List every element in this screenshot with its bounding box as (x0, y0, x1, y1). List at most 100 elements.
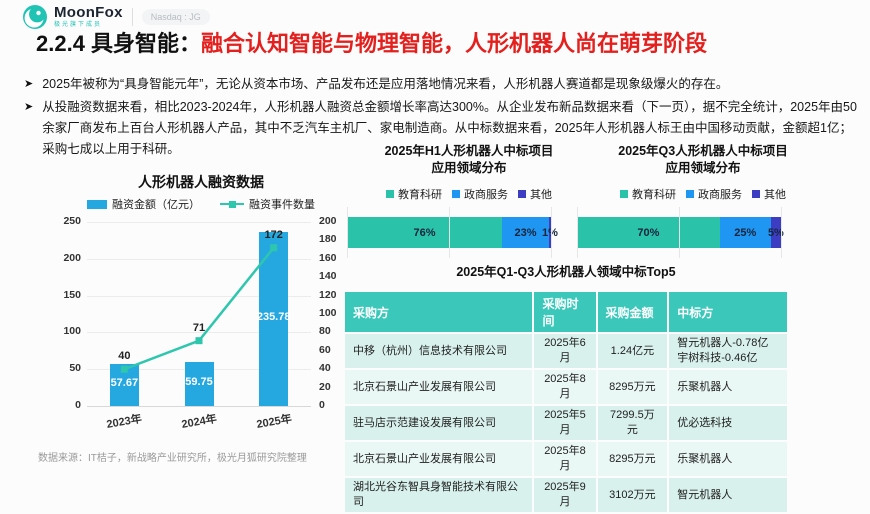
h1-chart-bar-area: 76% 23% 1% (347, 207, 595, 258)
title-highlight: 融合认知智能与物理智能，人形机器人尚在萌芽阶段 (201, 31, 708, 56)
moonfox-logo: MoonFox 极光旗下成员 (54, 5, 123, 29)
legend-swatch (452, 190, 460, 198)
x-axis-label: 2024年 (180, 412, 218, 431)
q3-chart-legend: 教育科研 政商服务 其他 (577, 186, 829, 202)
gridline (87, 222, 311, 223)
moonfox-logo-icon (23, 5, 47, 29)
x-axis-label: 2025年 (255, 412, 293, 431)
gridline (551, 207, 552, 258)
x-axis-label: 2023年 (105, 412, 144, 431)
report-slide: MoonFox 极光旗下成员 Nasdaq : JG 2.2.4 具身智能：融合… (23, 5, 860, 512)
legend-item: 其他 (518, 186, 552, 202)
q3-chart-title: 2025年Q3人形机器人中标项目 (618, 144, 788, 158)
gridline (781, 207, 782, 258)
title-section-number: 2.2.4 具身智能： (36, 31, 202, 56)
h1-chart-legend: 教育科研 政商服务 其他 (343, 186, 595, 202)
right-axis-tick: 120 (319, 288, 337, 301)
segment-教育科研: 70% (577, 217, 720, 248)
bullet-arrow-icon: ➤ (24, 78, 34, 90)
bar-swatch (87, 199, 107, 209)
left-axis-tick: 200 (63, 251, 81, 264)
legend-label: 融资事件数量 (249, 199, 315, 211)
right-axis-tick: 100 (319, 307, 337, 319)
bar-value-label: 57.67 (110, 376, 139, 389)
legend-label: 政商服务 (698, 189, 742, 201)
h1-chart-subtitle: 应用领域分布 (431, 161, 507, 175)
right-axis-tick: 20 (319, 380, 331, 393)
segment-value-label: 25% (734, 226, 757, 239)
right-axis-tick: 180 (319, 233, 337, 246)
segment-政商服务: 25% (719, 217, 771, 248)
q3-chart-subtitle: 应用领域分布 (665, 161, 741, 175)
column-header: 采购金额 (597, 292, 668, 332)
gridline (87, 332, 311, 334)
table-cell: 北京石景山产业发展有限公司 (345, 442, 533, 476)
table-cell: 8295万元 (597, 370, 668, 404)
right-axis-tick: 160 (319, 251, 337, 264)
table-cell: 智元机器人 (669, 478, 787, 512)
line-value-label: 172 (264, 228, 283, 241)
legend-item: 政商服务 (686, 186, 742, 202)
gridline (679, 207, 680, 258)
table-cell: 北京石景山产业发展有限公司 (345, 370, 533, 404)
q3-stacked-bar: 70% 25% 5% (577, 217, 784, 248)
funding-combo-chart: 人形机器人融资数据 融资金额（亿元） 融资事件数量 0 50 100 150 200 250… (53, 172, 349, 442)
top5-table-section: 2025年Q1-Q3人形机器人领域中标Top5 采购方 采购时间 采购金额 中标方 中移… (343, 261, 789, 514)
segment-value-label: 70% (637, 226, 660, 239)
top5-table: 采购方 采购时间 采购金额 中标方 中移（杭州）信息技术有限公司 2025年6月 1.24亿… (343, 290, 789, 514)
left-axis-tick: 50 (69, 362, 81, 375)
bullet-text: 从投融资数据来看，相比2023-2024年，人形机器人融资总金额增长率高达300… (42, 100, 857, 156)
q3-awards-stacked-chart: 2025年Q3人形机器人中标项目 应用领域分布 教育科研 政商服务 其他 70% 25… (577, 143, 829, 258)
legend-item: 政商服务 (452, 186, 508, 202)
segment-value-label: 23% (514, 226, 537, 239)
segment-其他: 1% (542, 217, 558, 248)
legend-swatch (686, 190, 694, 198)
funding-chart-legend: 融资金额（亿元） 融资事件数量 (53, 196, 349, 212)
gridline (347, 207, 348, 258)
right-axis-tick: 0 (319, 399, 325, 411)
legend-label: 融资金额（亿元） (112, 199, 200, 211)
table-cell: 乐聚机器人 (669, 442, 787, 476)
brand-subtext: 极光旗下成员 (54, 22, 103, 28)
gridline (87, 258, 311, 260)
table-row: 北京石景山产业发展有限公司 2025年8月 8295万元 乐聚机器人 (345, 370, 787, 404)
legend-item: 教育科研 (620, 186, 676, 202)
funding-chart-title: 人形机器人融资数据 (138, 174, 264, 190)
gridline (87, 295, 311, 297)
segment-value-label: 1% (542, 226, 558, 239)
table-row: 中移（杭州）信息技术有限公司 2025年6月 1.24亿元 智元机器人-0.78亿 宇… (345, 334, 787, 368)
legend-label: 教育科研 (632, 189, 676, 201)
bullet-text: 2025年被称为“具身智能元年”，无论从资本市场、产品发布还是应用落地情况来看，… (42, 77, 729, 91)
gridline (87, 406, 311, 407)
right-axis-tick: 140 (319, 270, 337, 283)
data-source-note: 数据来源：IT桔子，新战略产业研究所，极光月狐研究院整理 (38, 453, 307, 464)
right-axis-tick: 200 (319, 215, 337, 227)
bar-value-label: 59.75 (185, 376, 213, 388)
table-cell: 优必选科技 (669, 406, 787, 440)
table-cell: 3102万元 (597, 478, 668, 512)
legend-item: 教育科研 (386, 186, 442, 202)
top5-table-title: 2025年Q1-Q3人形机器人领域中标Top5 (456, 265, 676, 279)
gridline (577, 207, 578, 258)
line-value-label: 71 (192, 321, 206, 334)
segment-政商服务: 23% (502, 217, 549, 248)
brand-name: MoonFox (54, 4, 123, 21)
table-row: 驻马店示范建设发展有限公司 2025年5月 7299.5万元 优必选科技 (345, 406, 787, 440)
bullet-list: ➤ 2025年被称为“具身智能元年”，无论从资本市场、产品发布还是应用落地情况来… (24, 74, 860, 162)
h1-stacked-bar: 76% 23% 1% (347, 217, 558, 248)
legend-item-line: 融资事件数量 (220, 196, 315, 212)
segment-value-label: 76% (413, 226, 436, 239)
table-row: 湖北光谷东智具身智能技术有限公司 2025年9月 3102万元 智元机器人 (345, 478, 787, 512)
table-cell: 乐聚机器人 (669, 370, 787, 404)
legend-label: 教育科研 (398, 189, 442, 201)
legend-label: 其他 (764, 189, 786, 201)
column-header: 采购时间 (534, 292, 596, 332)
column-header: 采购方 (345, 292, 533, 332)
page-title: 2.2.4 具身智能：融合认知智能与物理智能，人形机器人尚在萌芽阶段 (36, 30, 707, 58)
bar-value-label: 235.78 (256, 311, 291, 324)
bullet-item: ➤ 2025年被称为“具身智能元年”，无论从资本市场、产品发布还是应用落地情况来… (24, 74, 860, 95)
table-cell: 8295万元 (597, 442, 668, 476)
left-axis-tick: 250 (63, 215, 81, 227)
bullet-arrow-icon: ➤ (24, 101, 34, 113)
h1-awards-stacked-chart: 2025年H1人形机器人中标项目 应用领域分布 教育科研 政商服务 其他 76% 23… (343, 143, 595, 258)
